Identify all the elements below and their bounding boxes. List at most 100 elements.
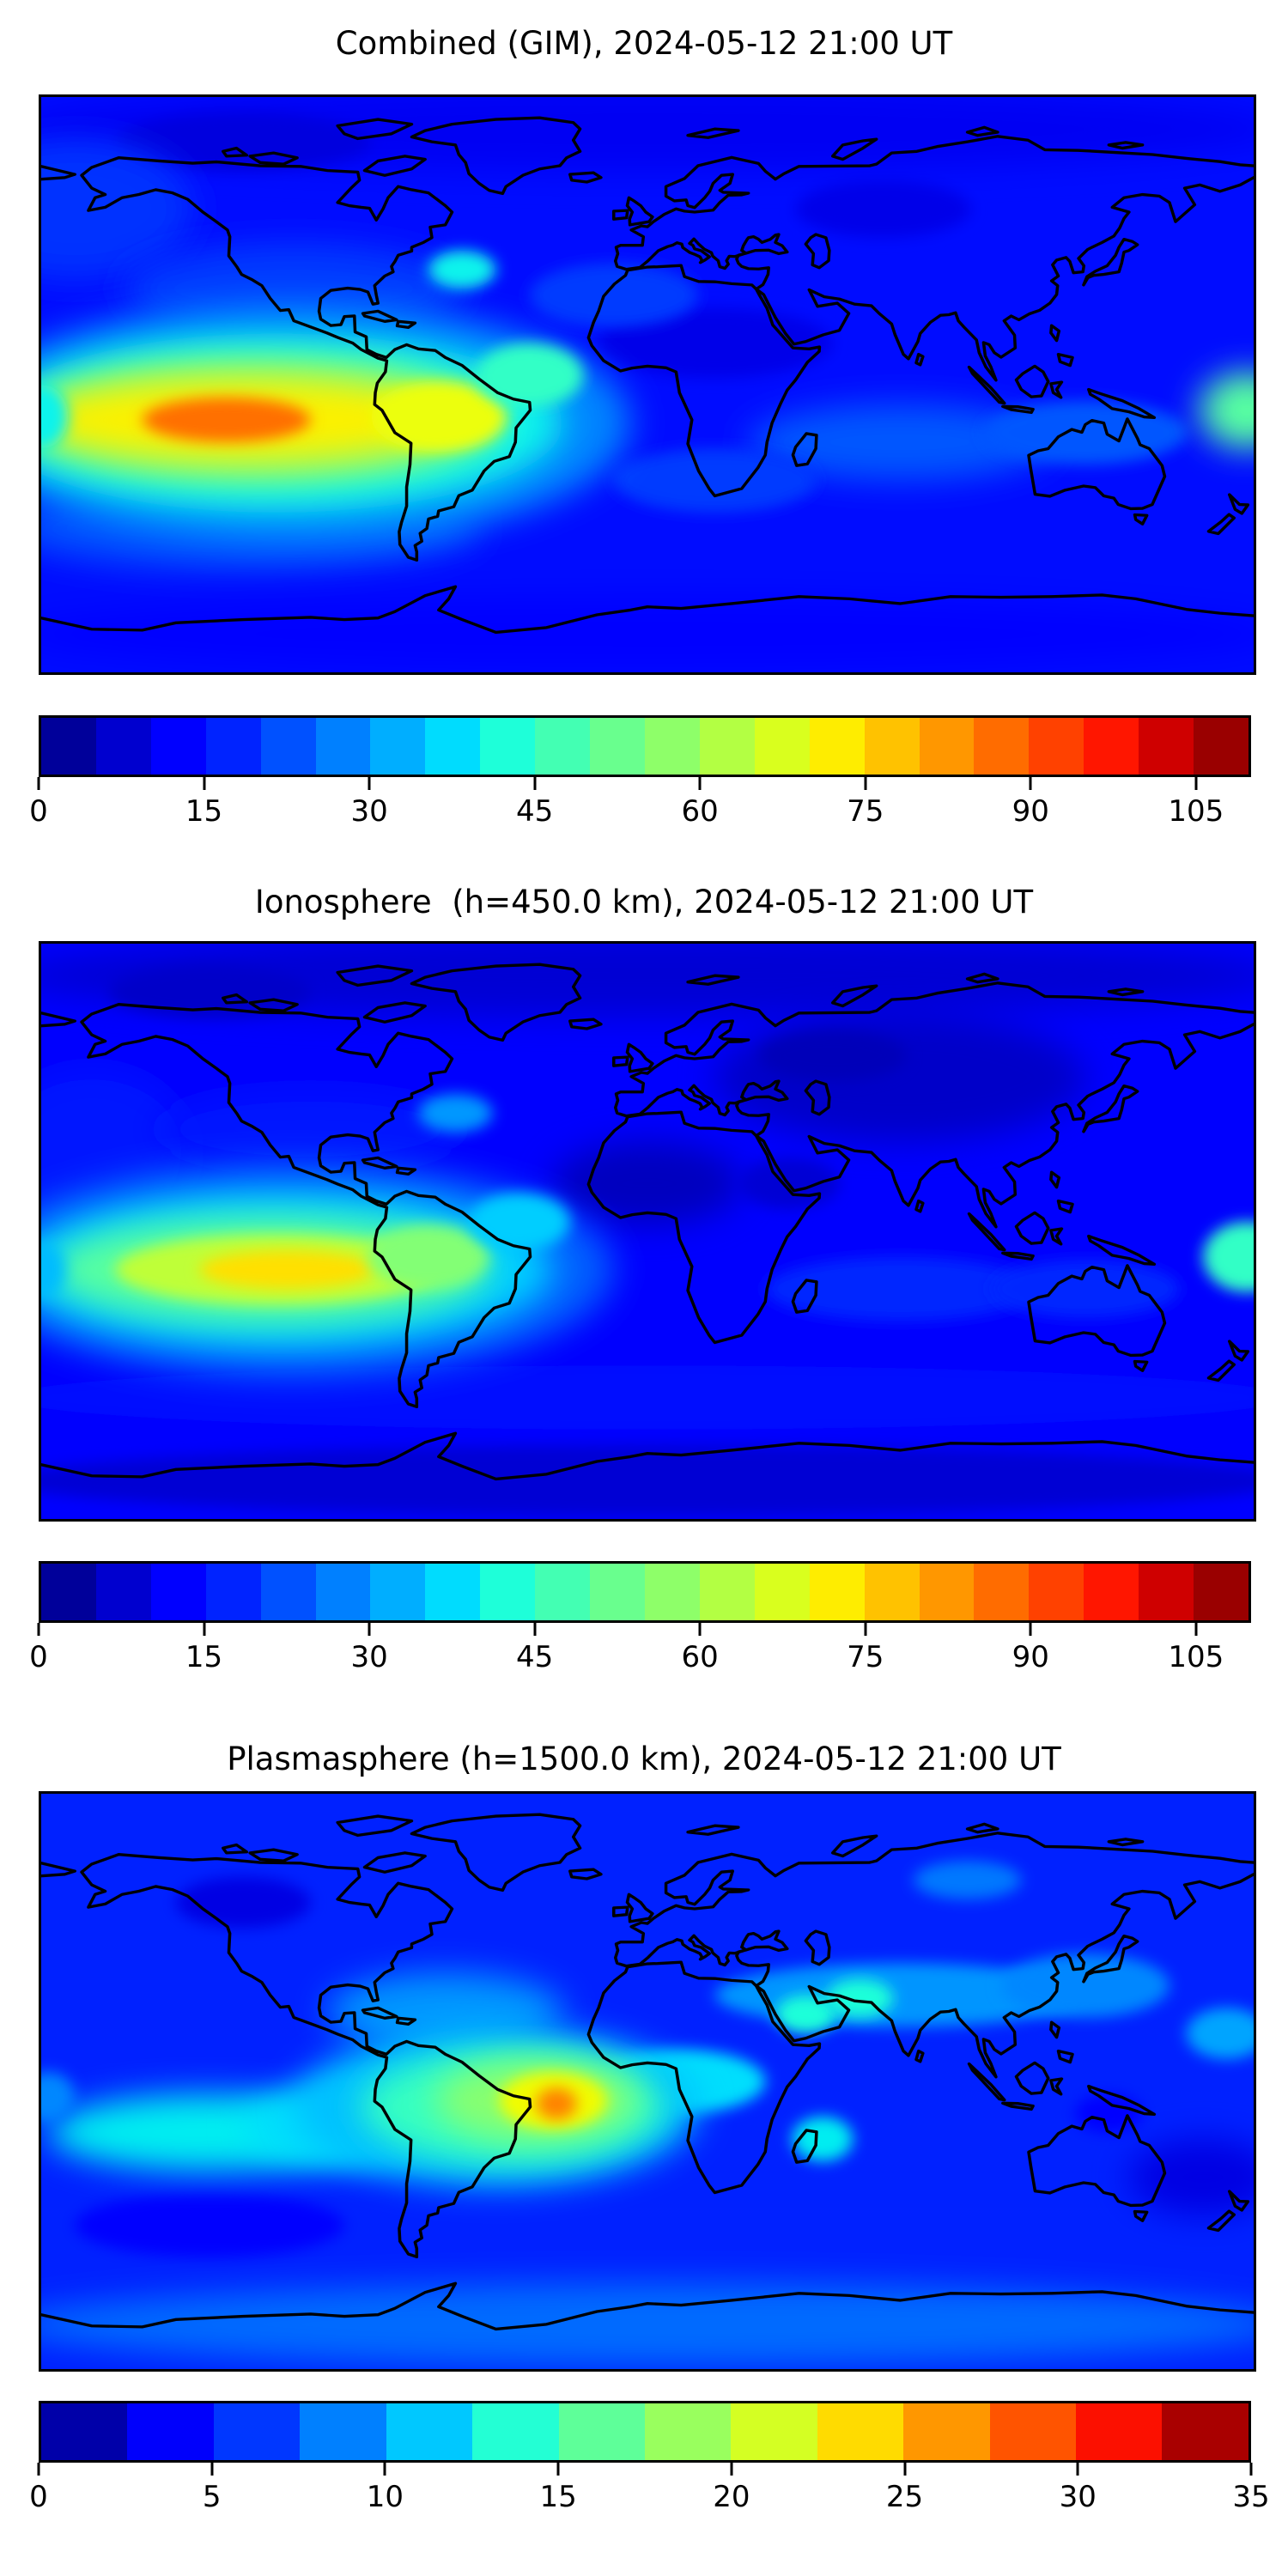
colorbar-tick xyxy=(210,2463,214,2476)
panel-title-plasmasphere: Plasmasphere (h=1500.0 km), 2024-05-12 2… xyxy=(227,1741,1061,1777)
colorbar-segment xyxy=(974,718,1030,775)
map-feature-equatorial-atlantic-tongue xyxy=(469,1193,570,1251)
map-feature-northwest-pacific-spot xyxy=(1186,2008,1254,2059)
colorbar-segment xyxy=(809,1564,865,1620)
colorbar-combined-gradient xyxy=(39,715,1251,777)
map-feature-kazakhstan-deep-low xyxy=(758,1030,908,1082)
map-plasmasphere-canvas xyxy=(41,1794,1254,2369)
colorbar-tick xyxy=(368,777,371,790)
colorbar-tick xyxy=(533,1623,537,1636)
colorbar-segment xyxy=(472,2403,559,2460)
colorbar-ionosphere: 0 15 30 45 60 75 90 105 xyxy=(29,1561,1251,1683)
colorbar-segment xyxy=(41,718,96,775)
colorbar-segment xyxy=(535,1564,591,1620)
colorbar-segment xyxy=(205,1564,261,1620)
colorbar-segment xyxy=(315,718,371,775)
colorbar-segment xyxy=(754,1564,810,1620)
colorbar-segment xyxy=(1194,718,1249,775)
colorbar-plasmasphere: 0 5 10 15 20 25 30 35 xyxy=(29,2401,1270,2523)
colorbar-segment xyxy=(370,1564,426,1620)
colorbar-segment xyxy=(903,2403,990,2460)
map-feature-south-africa-mid xyxy=(613,448,817,513)
colorbar-tick xyxy=(698,777,702,790)
colorbar-segment xyxy=(205,718,261,775)
map-feature-south-pacific-dark-low xyxy=(75,2193,344,2257)
colorbar-tick xyxy=(37,1623,40,1636)
colorbar-tick-label: 30 xyxy=(1059,2480,1097,2514)
colorbar-combined-ticks: 0 15 30 45 60 75 90 105 xyxy=(29,777,1251,837)
map-feature-asia-night-low xyxy=(714,1013,1085,1142)
panel-title-combined: Combined (GIM), 2024-05-12 21:00 UT xyxy=(335,25,953,62)
map-combined-canvas xyxy=(41,97,1254,672)
map-feature-antarctic-band xyxy=(41,2282,1254,2366)
colorbar-segment xyxy=(315,1564,371,1620)
colorbar-plasmasphere-gradient xyxy=(39,2401,1251,2463)
colorbar-plasmasphere-ticks: 0 5 10 15 20 25 30 35 xyxy=(29,2463,1270,2523)
map-feature-arabia-spot xyxy=(775,1995,836,2034)
map-feature-dateline-wrap-spot xyxy=(41,385,69,449)
colorbar-segment xyxy=(41,1564,96,1620)
map-feature-atlantic-orange-core xyxy=(536,2087,577,2120)
colorbar-tick-label: 0 xyxy=(29,2480,48,2514)
colorbar-segment xyxy=(1029,718,1084,775)
colorbar-segment xyxy=(127,2403,214,2460)
colorbar-segment xyxy=(644,2403,732,2460)
colorbar-segment xyxy=(480,1564,536,1620)
colorbar-tick xyxy=(203,777,206,790)
colorbar-tick-label: 20 xyxy=(713,2480,750,2514)
map-ionosphere-canvas xyxy=(41,944,1254,1519)
map-feature-north-polar-low xyxy=(41,944,1254,1018)
map-combined xyxy=(39,94,1256,675)
colorbar-tick-label: 90 xyxy=(1012,1640,1049,1674)
colorbar-segment xyxy=(590,1564,645,1620)
colorbar-segment xyxy=(300,2403,386,2460)
map-feature-west-pacific-edge-spot xyxy=(1203,1221,1254,1292)
colorbar-segment xyxy=(386,2403,473,2460)
colorbar-tick-label: 75 xyxy=(847,794,884,829)
colorbar-tick xyxy=(1029,1623,1032,1636)
colorbar-combined: 0 15 30 45 60 75 90 105 xyxy=(29,715,1251,837)
colorbar-segment xyxy=(590,718,645,775)
colorbar-segment xyxy=(809,718,865,775)
colorbar-tick-label: 105 xyxy=(1168,794,1224,829)
colorbar-tick-label: 105 xyxy=(1168,1640,1224,1674)
colorbar-tick xyxy=(730,2463,733,2476)
colorbar-segment xyxy=(1084,718,1139,775)
colorbar-ionosphere-ticks: 0 15 30 45 60 75 90 105 xyxy=(29,1623,1251,1683)
colorbar-segment xyxy=(558,2403,645,2460)
colorbar-segment xyxy=(1194,1564,1249,1620)
colorbar-segment xyxy=(731,2403,817,2460)
map-feature-canaries-mid xyxy=(529,263,698,327)
colorbar-tick-label: 45 xyxy=(515,1640,554,1674)
colorbar-tick xyxy=(864,777,867,790)
map-feature-south-america-green-lobe xyxy=(368,1224,489,1289)
colorbar-tick-label: 60 xyxy=(681,794,719,829)
colorbar-tick-label: 25 xyxy=(885,2480,924,2514)
map-feature-coral-sea-mid xyxy=(984,400,1187,465)
map-feature-antarctica-low-band xyxy=(41,1445,1254,1516)
colorbar-segment xyxy=(535,718,591,775)
colorbar-tick-label: 0 xyxy=(29,794,48,829)
map-ionosphere xyxy=(39,941,1256,1522)
colorbar-tick xyxy=(903,2463,907,2476)
colorbar-tick-label: 60 xyxy=(681,1640,719,1674)
colorbar-segment xyxy=(1076,2403,1163,2460)
colorbar-tick xyxy=(1194,1623,1198,1636)
map-feature-anomaly-orange-core-east-pacific xyxy=(142,397,311,442)
colorbar-tick xyxy=(698,1623,702,1636)
colorbar-segment xyxy=(919,1564,975,1620)
colorbar-tick-label: 15 xyxy=(539,2480,577,2514)
colorbar-tick xyxy=(37,777,40,790)
colorbar-segment xyxy=(1139,718,1194,775)
map-plasmasphere xyxy=(39,1791,1256,2372)
colorbar-segment xyxy=(699,718,755,775)
map-feature-dateline-wrap-spot xyxy=(41,2071,76,2123)
colorbar-tick-label: 10 xyxy=(366,2480,404,2514)
map-feature-southern-ocean-band xyxy=(41,1365,1254,1430)
colorbar-segment xyxy=(864,1564,920,1620)
colorbar-segment xyxy=(95,718,151,775)
colorbar-segment xyxy=(95,1564,151,1620)
colorbar-tick xyxy=(556,2463,560,2476)
colorbar-tick-label: 0 xyxy=(29,1640,48,1674)
